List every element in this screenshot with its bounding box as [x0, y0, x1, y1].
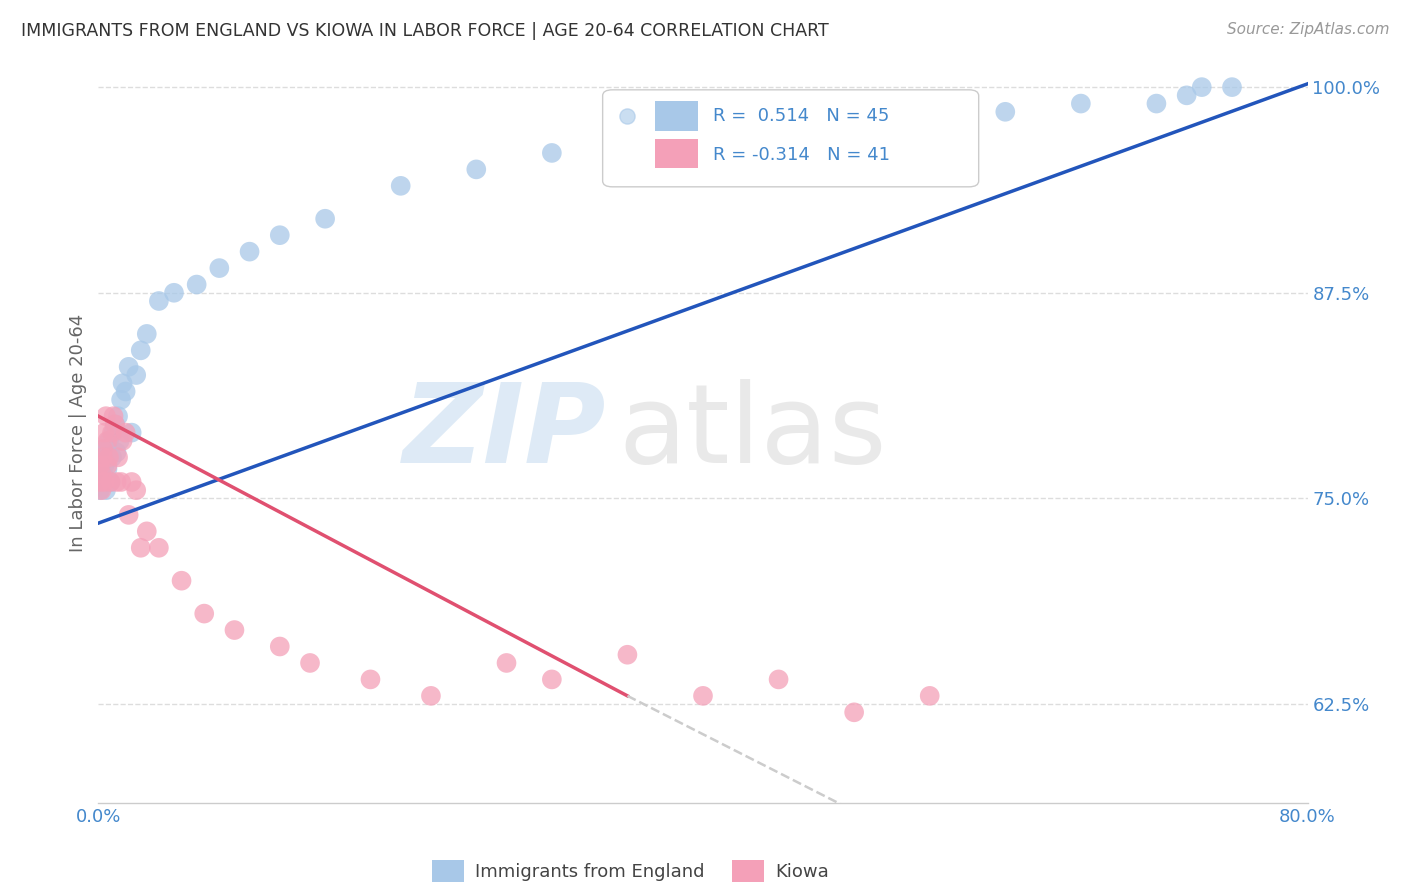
Point — [110, 392, 132, 407]
Point — [193, 607, 215, 621]
Point — [1220, 80, 1243, 95]
Point — [163, 285, 186, 300]
Text: Source: ZipAtlas.com: Source: ZipAtlas.com — [1226, 22, 1389, 37]
Point — [269, 228, 291, 243]
Point — [96, 458, 118, 473]
Point — [108, 434, 131, 448]
Point — [1175, 88, 1198, 103]
Point — [94, 409, 117, 424]
Text: IMMIGRANTS FROM ENGLAND VS KIOWA IN LABOR FORCE | AGE 20-64 CORRELATION CHART: IMMIGRANTS FROM ENGLAND VS KIOWA IN LABO… — [21, 22, 830, 40]
Point — [314, 211, 336, 226]
Legend: Immigrants from England, Kiowa: Immigrants from England, Kiowa — [425, 853, 837, 889]
Point — [918, 689, 941, 703]
FancyBboxPatch shape — [603, 90, 979, 186]
Point — [114, 425, 136, 440]
Point — [100, 475, 122, 489]
Point — [91, 442, 114, 456]
Point — [129, 343, 152, 358]
Point — [1144, 96, 1167, 111]
Point — [420, 689, 443, 703]
Point — [186, 277, 208, 292]
Point — [269, 640, 291, 654]
Point — [118, 359, 141, 374]
Point — [105, 445, 128, 459]
Point — [94, 455, 117, 469]
Point — [101, 425, 124, 440]
Point — [239, 244, 262, 259]
Point — [1070, 96, 1092, 111]
Point — [111, 434, 134, 448]
Point — [135, 524, 157, 539]
Point — [98, 434, 121, 448]
Point — [540, 673, 562, 687]
Point — [90, 450, 112, 465]
Point — [994, 104, 1017, 119]
Point — [121, 475, 143, 489]
Point — [495, 656, 517, 670]
Point — [105, 475, 128, 489]
Point — [93, 458, 115, 473]
Point — [89, 483, 111, 498]
Point — [101, 450, 124, 465]
Point — [96, 434, 118, 448]
Point — [208, 261, 231, 276]
Y-axis label: In Labor Force | Age 20-64: In Labor Force | Age 20-64 — [69, 313, 87, 552]
Text: R = -0.314   N = 41: R = -0.314 N = 41 — [713, 146, 890, 164]
Point — [91, 450, 114, 465]
Point — [110, 475, 132, 489]
Point — [93, 425, 115, 440]
Point — [96, 442, 118, 456]
FancyBboxPatch shape — [655, 139, 699, 169]
Point — [768, 673, 790, 687]
Text: atlas: atlas — [619, 379, 887, 486]
Point — [748, 200, 770, 214]
Point — [107, 450, 129, 465]
Point — [90, 475, 112, 489]
Point — [540, 145, 562, 160]
Point — [224, 623, 246, 637]
Point — [148, 541, 170, 555]
Point — [91, 442, 114, 456]
Point — [94, 483, 117, 498]
Text: ZIP: ZIP — [402, 379, 606, 486]
Point — [111, 376, 134, 391]
Point — [844, 706, 866, 720]
Point — [692, 689, 714, 703]
FancyBboxPatch shape — [655, 101, 699, 130]
Point — [104, 417, 127, 432]
Point — [299, 656, 322, 670]
Point — [107, 409, 129, 424]
Point — [93, 475, 115, 489]
Point — [616, 648, 638, 662]
Point — [1191, 80, 1213, 95]
Point — [135, 326, 157, 341]
Point — [360, 673, 382, 687]
Point — [89, 458, 111, 473]
Point — [125, 483, 148, 498]
Point — [125, 368, 148, 382]
Text: R =  0.514   N = 45: R = 0.514 N = 45 — [713, 108, 889, 126]
Point — [114, 384, 136, 399]
Point — [91, 467, 114, 481]
Point — [103, 425, 125, 440]
Point — [103, 409, 125, 424]
Point — [93, 472, 115, 486]
Point — [389, 178, 412, 193]
Point — [100, 475, 122, 489]
Point — [90, 483, 112, 498]
Point — [121, 425, 143, 440]
Point — [148, 293, 170, 308]
Point — [465, 162, 488, 177]
Point — [170, 574, 193, 588]
Point — [118, 508, 141, 522]
Point — [98, 450, 121, 465]
Point — [90, 467, 112, 481]
Point — [129, 541, 152, 555]
Point — [96, 462, 118, 476]
Point — [89, 475, 111, 489]
Point — [104, 417, 127, 432]
